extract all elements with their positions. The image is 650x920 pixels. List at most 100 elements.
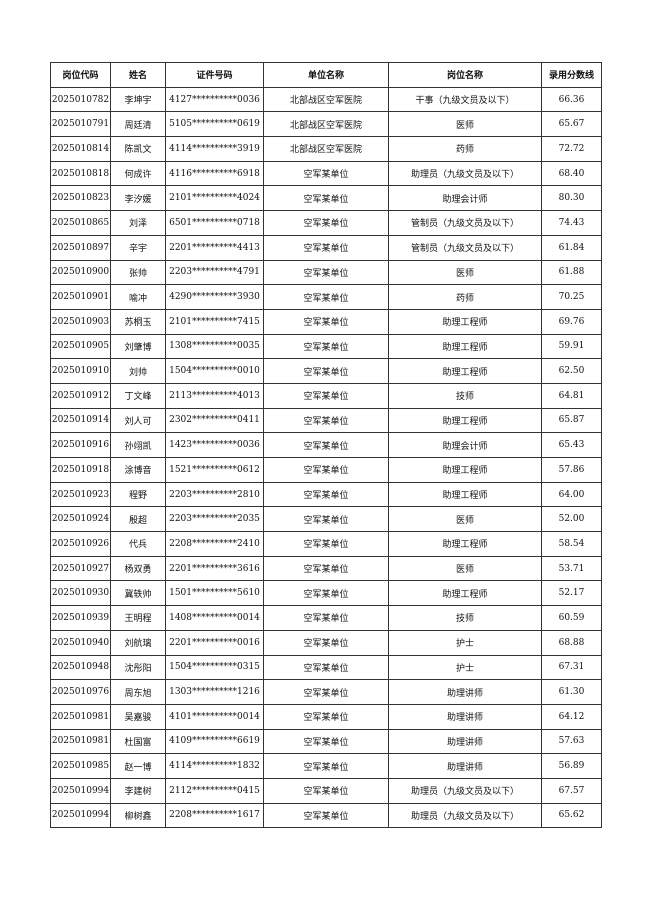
cell-unit-name: 空军某单位 — [263, 259, 389, 286]
table-row: 2025010905 刘肇博 1308**********0035 空军某单位 助理工程… — [50, 333, 602, 360]
cell-id-number: 1303**********1216 — [165, 679, 264, 705]
table-row: 2025010981 杜国富 4109**********6619 空军某单位 助理讲师… — [50, 728, 602, 755]
cell-position-code: 2025010927 — [50, 555, 111, 582]
cell-score: 52.17 — [541, 580, 602, 607]
cell-score: 67.57 — [541, 777, 602, 804]
cell-position-code: 2025010940 — [50, 629, 111, 656]
cell-name: 冀轶帅 — [110, 580, 166, 607]
cell-position-code: 2025010985 — [50, 753, 111, 779]
cell-score: 66.36 — [541, 86, 602, 113]
table-row: 2025010791 周廷清 5105**********0619 北部战区空军医院医… — [50, 111, 602, 138]
header-score: 录用分数线 — [541, 62, 602, 88]
table-row: 2025010940 刘航璃 2201**********0016 空军某单位 护士 68… — [50, 629, 602, 656]
cell-name: 吴嘉骏 — [110, 703, 166, 730]
cell-name: 喻冲 — [110, 284, 166, 310]
table-row: 2025010924 殷超 2203**********2035 空军某单位 医师 52.… — [50, 506, 602, 533]
cell-unit-name: 空军某单位 — [263, 382, 389, 409]
cell-unit-name: 空军某单位 — [263, 185, 389, 212]
cell-id-number: 2201**********3616 — [165, 555, 264, 582]
cell-id-number: 5105**********0619 — [165, 111, 264, 138]
cell-position-code: 2025010994 — [50, 777, 111, 804]
cell-unit-name: 空军某单位 — [263, 333, 389, 360]
cell-name: 孙翊凯 — [110, 432, 166, 458]
cell-score: 61.88 — [541, 259, 602, 286]
cell-name: 杜国富 — [110, 728, 166, 755]
cell-position-name: 干事（九级文员及以下） — [388, 86, 542, 113]
cell-position-name: 助理工程师 — [388, 308, 542, 335]
header-position-name: 岗位名称 — [388, 62, 542, 88]
cell-id-number: 2203**********4791 — [165, 259, 264, 286]
cell-unit-name: 空军某单位 — [263, 210, 389, 236]
cell-id-number: 4116**********6918 — [165, 160, 264, 187]
cell-position-code: 2025010901 — [50, 284, 111, 310]
table-row: 2025010948 沈彤阳 1504**********0315 空军某单位 护士 67… — [50, 654, 602, 681]
cell-unit-name: 空军某单位 — [263, 580, 389, 607]
cell-position-name: 助理工程师 — [388, 358, 542, 384]
cell-id-number: 1504**********0010 — [165, 358, 264, 384]
table-row: 2025010927 杨双勇 2201**********3616 空军某单位 医师 53… — [50, 555, 602, 582]
cell-position-code: 2025010900 — [50, 259, 111, 286]
cell-unit-name: 空军某单位 — [263, 753, 389, 779]
cell-position-code: 2025010905 — [50, 333, 111, 360]
cell-position-name: 药师 — [388, 136, 542, 162]
cell-id-number: 4101**********0014 — [165, 703, 264, 730]
cell-unit-name: 空军某单位 — [263, 777, 389, 804]
cell-name: 周廷清 — [110, 111, 166, 138]
table-row: 2025010981 吴嘉骏 4101**********0014 空军某单位 助理讲师… — [50, 703, 602, 730]
cell-position-code: 2025010939 — [50, 605, 111, 631]
cell-unit-name: 空军某单位 — [263, 358, 389, 384]
cell-position-code: 2025010865 — [50, 210, 111, 236]
cell-unit-name: 空军某单位 — [263, 234, 389, 261]
cell-position-name: 助理讲师 — [388, 703, 542, 730]
cell-position-code: 2025010814 — [50, 136, 111, 162]
cell-unit-name: 空军某单位 — [263, 555, 389, 582]
cell-position-code: 2025010981 — [50, 728, 111, 755]
table-row: 2025010994 李建树 2112**********0415 空军某单位 助理员（… — [50, 777, 602, 804]
cell-position-name: 助理工程师 — [388, 580, 542, 607]
table-row: 2025010900 张帅 2203**********4791 空军某单位 医师 61.… — [50, 259, 602, 286]
cell-id-number: 6501**********0718 — [165, 210, 264, 236]
cell-id-number: 1423**********0036 — [165, 432, 264, 458]
cell-unit-name: 空军某单位 — [263, 284, 389, 310]
table-row: 2025010912 丁文峰 2113**********4013 空军某单位 技师 64… — [50, 382, 602, 409]
cell-unit-name: 空军某单位 — [263, 605, 389, 631]
cell-name: 刘人可 — [110, 407, 166, 434]
cell-position-code: 2025010791 — [50, 111, 111, 138]
cell-name: 李汐媛 — [110, 185, 166, 212]
cell-position-code: 2025010930 — [50, 580, 111, 607]
cell-unit-name: 空军某单位 — [263, 679, 389, 705]
cell-position-code: 2025010897 — [50, 234, 111, 261]
table-row: 2025010916 孙翊凯 1423**********0036 空军某单位 助理会计… — [50, 432, 602, 458]
cell-name: 赵一博 — [110, 753, 166, 779]
cell-position-code: 2025010903 — [50, 308, 111, 335]
cell-name: 王明程 — [110, 605, 166, 631]
cell-unit-name: 空军某单位 — [263, 728, 389, 755]
table-row: 2025010976 周东旭 1303**********1216 空军某单位 助理讲师… — [50, 679, 602, 705]
cell-position-name: 助理员（九级文员及以下） — [388, 777, 542, 804]
cell-position-code: 2025010914 — [50, 407, 111, 434]
cell-position-name: 助理工程师 — [388, 531, 542, 557]
cell-position-name: 助理讲师 — [388, 679, 542, 705]
cell-score: 61.84 — [541, 234, 602, 261]
cell-score: 69.76 — [541, 308, 602, 335]
cell-name: 程野 — [110, 481, 166, 508]
cell-position-code: 2025010910 — [50, 358, 111, 384]
cell-name: 刘肇博 — [110, 333, 166, 360]
cell-id-number: 4127**********0036 — [165, 86, 264, 113]
cell-score: 72.72 — [541, 136, 602, 162]
table-row: 2025010818 何成许 4116**********6918 空军某单位 助理员（… — [50, 160, 602, 187]
cell-name: 代兵 — [110, 531, 166, 557]
header-position-code: 岗位代码 — [50, 62, 111, 88]
cell-unit-name: 北部战区空军医院 — [263, 86, 389, 113]
cell-position-name: 管制员（九级文员及以下） — [388, 210, 542, 236]
cell-name: 刘帅 — [110, 358, 166, 384]
cell-name: 丁文峰 — [110, 382, 166, 409]
cell-unit-name: 北部战区空军医院 — [263, 111, 389, 138]
cell-id-number: 1408**********0014 — [165, 605, 264, 631]
cell-score: 65.87 — [541, 407, 602, 434]
cell-position-name: 助理工程师 — [388, 457, 542, 483]
cell-unit-name: 空军某单位 — [263, 432, 389, 458]
cell-position-name: 药师 — [388, 284, 542, 310]
cell-name: 李坤宇 — [110, 86, 166, 113]
cell-score: 57.63 — [541, 728, 602, 755]
